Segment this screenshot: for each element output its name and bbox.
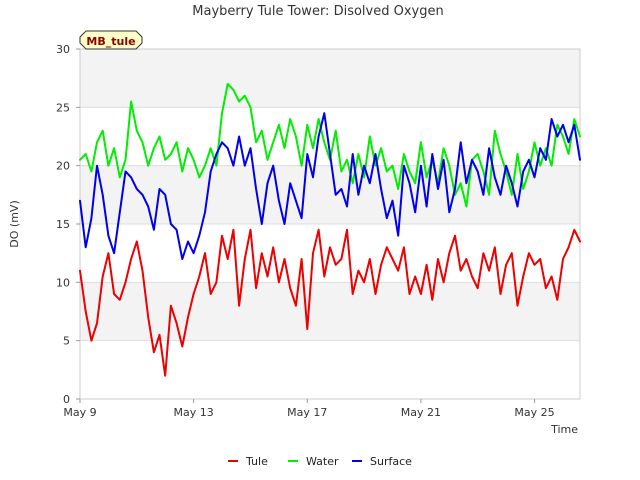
y-tick-label: 5 [63,335,70,348]
y-tick-label: 15 [56,218,70,231]
x-axis: May 9 May 13 May 17 May 21 May 25 [63,399,555,419]
x-tick-label: May 13 [174,406,214,419]
series-line-surface [79,112,581,260]
x-tick-label: May 9 [63,406,96,419]
series-lines [79,83,581,377]
plot-band [80,165,580,224]
y-axis: 0 5 10 15 20 25 30 [56,43,80,406]
x-tick-label: May 25 [514,406,554,419]
plot-band [80,224,580,283]
legend: Tule Water Surface [228,455,412,468]
chart-title: Mayberry Tule Tower: Disolved Oxygen [192,4,443,19]
x-tick-label: May 17 [287,406,327,419]
x-tick-label: May 21 [401,406,441,419]
legend-label-water: Water [306,455,339,468]
site-badge: MB_tule [79,30,143,50]
series-line-tule [79,228,581,377]
y-axis-label: DO (mV) [8,200,21,247]
legend-label-surface: Surface [370,455,412,468]
plot-band [80,340,580,399]
y-tick-label: 0 [63,393,70,406]
y-tick-label: 20 [56,160,70,173]
x-axis-label: Time [550,423,578,436]
plot-band [80,49,580,108]
y-tick-label: 30 [56,43,70,56]
y-tick-label: 25 [56,101,70,114]
legend-label-tule: Tule [245,455,268,468]
plot-band [80,282,580,341]
y-tick-label: 10 [56,276,70,289]
site-badge-label: MB_tule [86,35,135,48]
